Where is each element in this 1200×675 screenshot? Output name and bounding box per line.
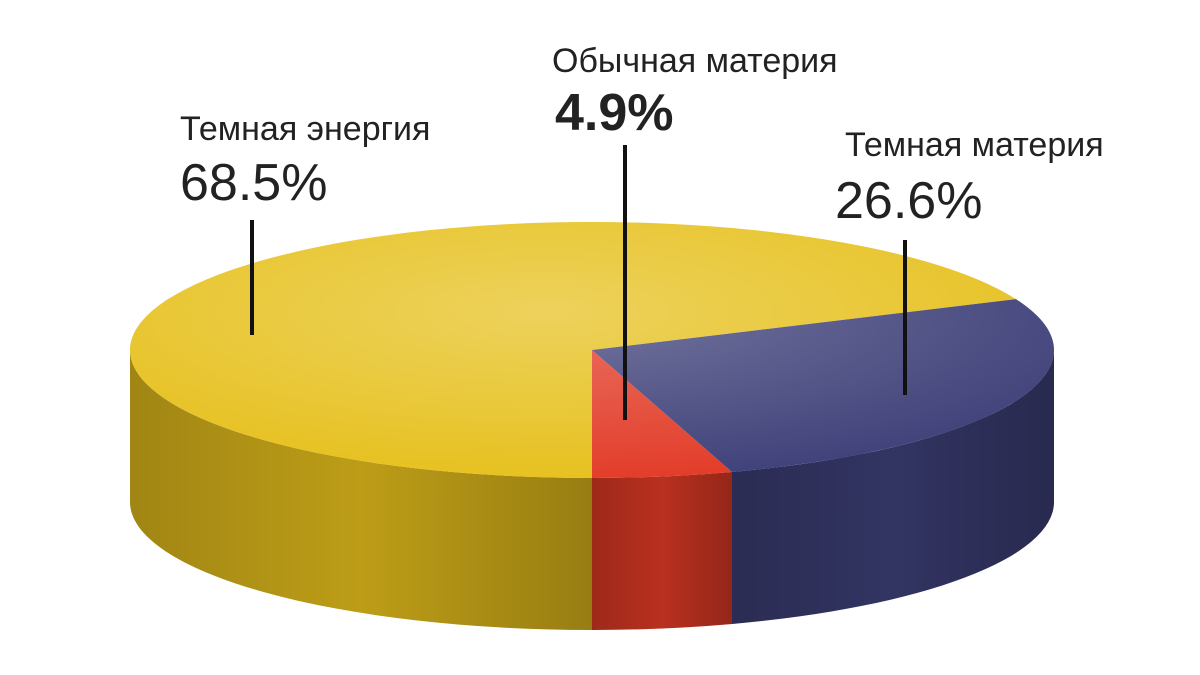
value-label: 68.5% (180, 154, 327, 212)
category-label: Обычная материя (552, 42, 838, 80)
top-shine (130, 222, 1054, 478)
category-label: Темная энергия (180, 110, 430, 148)
side-shade (592, 471, 733, 630)
side-shade (732, 350, 1054, 624)
side-shade (130, 350, 592, 630)
category-label: Темная материя (845, 126, 1104, 164)
value-label: 4.9% (555, 84, 674, 142)
value-label: 26.6% (835, 172, 982, 230)
